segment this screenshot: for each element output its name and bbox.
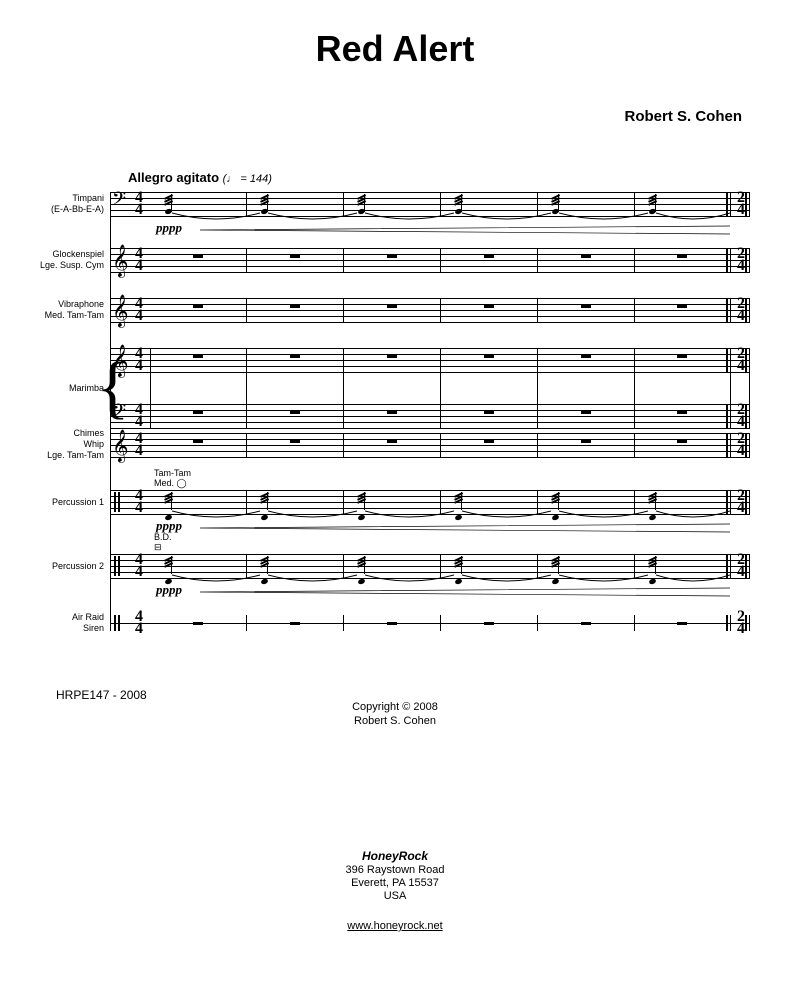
staff-row: Percussion 24424ppppB.D.⊟	[0, 554, 750, 578]
composer-name: Robert S. Cohen	[0, 108, 790, 125]
staff: 4424ppppTam-TamMed. ◯	[110, 490, 750, 514]
publisher-url: www.honeyrock.net	[0, 920, 790, 932]
piece-title: Red Alert	[0, 0, 790, 70]
instrument-label: ChimesWhipLge. Tam-Tam	[0, 428, 110, 461]
staff: 4424	[110, 619, 750, 627]
staff-row: Timpani(E-A-Bb-E-A)𝄢4424pppp	[0, 192, 750, 216]
instrument-label: Air RaidSiren	[0, 612, 110, 634]
staff-row: VibraphoneMed. Tam-Tam𝄞4424	[0, 298, 750, 322]
tempo-marking: Allegro agitato (♩ = 144)	[128, 170, 272, 185]
staff-row: GlockenspielLge. Susp. Cym𝄞4424	[0, 248, 750, 272]
instrument-label: Percussion 2	[0, 561, 110, 572]
publisher-block: HoneyRock 396 Raystown Road Everett, PA …	[0, 850, 790, 903]
instrument-label: Timpani(E-A-Bb-E-A)	[0, 193, 110, 215]
staff: 𝄢4424pppp	[110, 192, 750, 216]
copyright-line2: Robert S. Cohen	[354, 715, 436, 727]
staff: 𝄞4424	[110, 433, 750, 457]
tempo-text: Allegro agitato	[128, 170, 219, 185]
staff-row: Air RaidSiren4424	[0, 612, 750, 634]
staff: 𝄞4424	[110, 298, 750, 322]
instrument-label: VibraphoneMed. Tam-Tam	[0, 299, 110, 321]
publisher-name: HoneyRock	[362, 849, 428, 863]
staff: 4424ppppB.D.⊟	[110, 554, 750, 578]
staff-row: ChimesWhipLge. Tam-Tam𝄞4424	[0, 428, 750, 461]
copyright-line1: Copyright © 2008	[352, 701, 438, 713]
publisher-addr3: USA	[384, 890, 407, 902]
copyright-block: Copyright © 2008 Robert S. Cohen	[0, 700, 790, 728]
instrument-label: Marimba	[0, 383, 110, 394]
staff-row: Percussion 14424ppppTam-TamMed. ◯	[0, 490, 750, 514]
page-root: Red Alert Robert S. Cohen Allegro agitat…	[0, 0, 790, 984]
instrument-label: Percussion 1	[0, 497, 110, 508]
instrument-label: GlockenspielLge. Susp. Cym	[0, 249, 110, 271]
staff-row: Marimba{𝄞4424𝄢4424	[0, 348, 750, 428]
publisher-addr2: Everett, PA 15537	[351, 877, 439, 889]
staff: {𝄞4424𝄢4424	[110, 348, 750, 428]
publisher-addr1: 396 Raystown Road	[345, 864, 444, 876]
tempo-metronome: (♩ = 144)	[223, 173, 272, 185]
staff: 𝄞4424	[110, 248, 750, 272]
